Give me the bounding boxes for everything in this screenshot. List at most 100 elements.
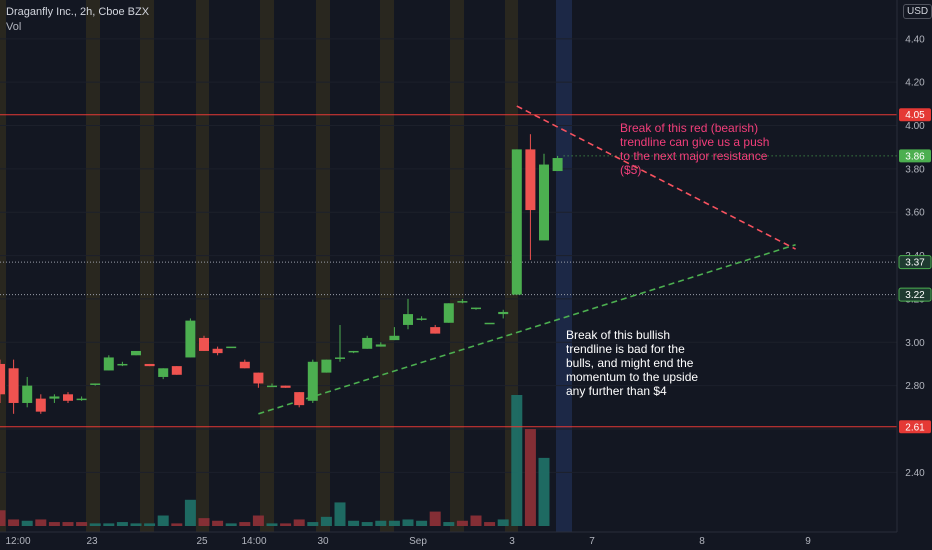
- horizontal-levels: [0, 114, 897, 428]
- volume-indicator-label[interactable]: Vol: [6, 21, 22, 33]
- price-tag-level-low: 3.22: [898, 287, 932, 302]
- candle-body: [90, 383, 101, 385]
- volume-bar: [402, 519, 414, 526]
- time-tick-label: 3: [509, 536, 515, 547]
- candle-body: [375, 344, 386, 347]
- volume-bar: [48, 522, 60, 526]
- candle-body: [511, 149, 522, 295]
- candle-body: [403, 314, 413, 325]
- symbol-title[interactable]: Draganfly Inc., 2h, Cboe BZX: [6, 6, 150, 18]
- price-tick-label: 4.20: [905, 78, 925, 89]
- candle-body: [185, 320, 196, 358]
- volume-bar: [103, 523, 115, 526]
- volume-bar: [198, 518, 210, 526]
- bearish-trendline: [516, 105, 796, 250]
- price-tick-label: 2.40: [905, 468, 925, 479]
- price-tag-support: 2.61: [899, 420, 931, 434]
- candle-body: [267, 385, 277, 388]
- volume-bar: [212, 520, 224, 526]
- candle-body: [430, 327, 441, 334]
- volume-bar: [375, 520, 387, 526]
- candle-body: [76, 398, 87, 401]
- candle-body: [117, 363, 128, 366]
- candle-body: [539, 164, 549, 241]
- bearish-trendline-note[interactable]: Break of this red (bearish) trendline ca…: [620, 121, 770, 177]
- time-tick-label: 12:00: [5, 536, 30, 547]
- time-tick-label: 23: [86, 536, 98, 547]
- volume-bar: [225, 523, 237, 526]
- session-band: [140, 0, 154, 532]
- volume-bar: [497, 519, 509, 526]
- candle-body: [294, 392, 305, 406]
- candle-body: [484, 322, 495, 325]
- candle-body: [253, 372, 264, 384]
- volume-bar: [334, 502, 346, 526]
- session-band: [86, 0, 100, 532]
- candle-body: [131, 350, 141, 356]
- svg-text:2.61: 2.61: [905, 422, 925, 433]
- price-tag-resistance: 4.05: [899, 108, 931, 122]
- time-tick-label: 7: [589, 536, 595, 547]
- candle-body: [552, 158, 563, 172]
- volume-bar: [0, 510, 6, 526]
- time-axis-ticks: 12:00 23 25 14:00 30 Sep 3 7 8 9: [5, 536, 811, 547]
- candle-body: [362, 337, 373, 349]
- svg-text:3.37: 3.37: [905, 258, 925, 269]
- candle-body: [307, 361, 318, 401]
- session-band: [316, 0, 330, 532]
- svg-text:3.22: 3.22: [905, 290, 925, 301]
- volume-bar: [456, 520, 468, 526]
- candle-body: [158, 368, 169, 377]
- volume-bar: [538, 457, 550, 526]
- bullish-trendline-note[interactable]: Break of this bullish trendline is bad f…: [566, 328, 699, 398]
- price-gridlines: [0, 38, 897, 473]
- price-tag-level-mid: 3.37: [898, 255, 932, 270]
- candle-body: [389, 335, 400, 341]
- volume-bar: [280, 523, 292, 526]
- candle-body: [8, 368, 19, 403]
- candle-body: [525, 149, 536, 211]
- volume-bar: [416, 520, 428, 526]
- volume-bar: [89, 523, 101, 526]
- candle-body: [212, 348, 223, 354]
- volume-bar: [116, 522, 128, 526]
- time-tick-label: 14:00: [241, 536, 266, 547]
- session-band: [196, 0, 209, 532]
- session-band: [380, 0, 394, 532]
- candle-body: [498, 311, 509, 315]
- currency-button[interactable]: USD: [903, 4, 932, 19]
- volume-bar: [171, 523, 183, 526]
- volume-bar: [524, 429, 536, 526]
- candle-body: [144, 363, 155, 367]
- svg-text:4.05: 4.05: [905, 110, 925, 121]
- volume-bar: [470, 515, 482, 526]
- volume-bar: [388, 520, 400, 526]
- volume-bar: [35, 519, 47, 526]
- volume-bars: [0, 395, 550, 526]
- session-band: [0, 0, 6, 532]
- time-tick-label: 25: [196, 536, 208, 547]
- volume-bar: [307, 522, 319, 526]
- volume-bar: [184, 499, 196, 526]
- volume-bar: [130, 523, 142, 526]
- price-tag-last: 3.86: [899, 149, 931, 163]
- candle-body: [471, 307, 481, 310]
- candle-body: [416, 318, 427, 320]
- candle-body: [348, 350, 359, 353]
- price-tick-label: 4.40: [905, 34, 925, 45]
- candle-body: [457, 301, 468, 303]
- session-band: [260, 0, 274, 532]
- volume-bar: [361, 522, 373, 526]
- volume-bar: [484, 522, 496, 526]
- candle-body: [103, 357, 114, 371]
- volume-bar: [62, 522, 74, 526]
- volume-bar: [8, 519, 20, 526]
- candle-body: [443, 303, 454, 323]
- price-tick-label: 2.80: [905, 381, 925, 392]
- candle-body: [49, 396, 60, 399]
- svg-text:3.86: 3.86: [905, 151, 925, 162]
- volume-bar: [76, 522, 88, 526]
- trendlines: [258, 105, 796, 415]
- candle-body: [35, 398, 46, 412]
